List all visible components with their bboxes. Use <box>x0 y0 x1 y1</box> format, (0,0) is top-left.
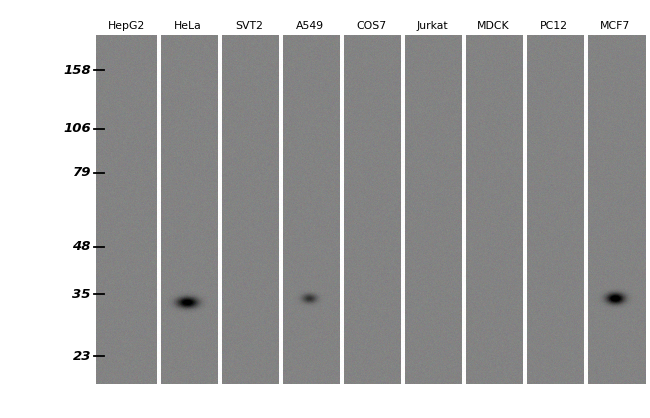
Text: 79: 79 <box>73 166 91 179</box>
Text: Jurkat: Jurkat <box>416 21 448 31</box>
Text: 158: 158 <box>63 64 91 76</box>
Text: MCF7: MCF7 <box>601 21 630 31</box>
Text: COS7: COS7 <box>356 21 386 31</box>
Text: HeLa: HeLa <box>174 21 202 31</box>
Text: 48: 48 <box>73 240 91 253</box>
Text: 23: 23 <box>73 349 91 362</box>
Text: 106: 106 <box>63 122 91 135</box>
Text: HepG2: HepG2 <box>108 21 145 31</box>
Text: 35: 35 <box>73 288 91 301</box>
Text: A549: A549 <box>296 21 324 31</box>
Text: SVT2: SVT2 <box>235 21 263 31</box>
Text: PC12: PC12 <box>540 21 568 31</box>
Text: MDCK: MDCK <box>477 21 510 31</box>
